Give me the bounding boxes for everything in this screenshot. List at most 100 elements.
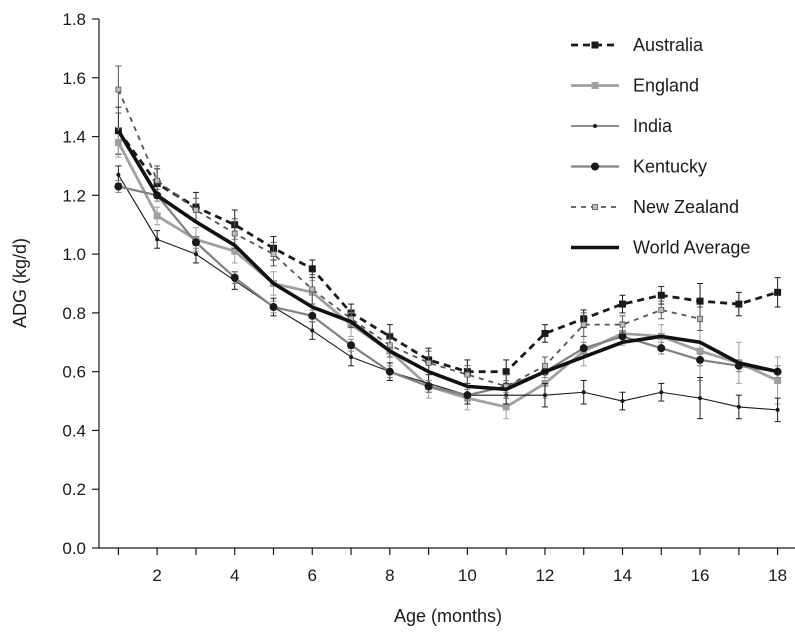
india-point bbox=[698, 396, 703, 401]
new-zealand-point bbox=[464, 371, 471, 378]
x-tick-label: 2 bbox=[152, 566, 161, 585]
australia-point bbox=[308, 265, 316, 273]
y-tick-label: 1.6 bbox=[62, 69, 86, 88]
legend-item-australia: Australia bbox=[571, 35, 704, 55]
axes bbox=[98, 19, 795, 549]
series-world-average bbox=[116, 129, 779, 392]
legend-label-india: India bbox=[633, 116, 673, 136]
england-point bbox=[696, 347, 704, 355]
x-tick-label: 18 bbox=[768, 566, 787, 585]
australia-point bbox=[774, 288, 782, 296]
kentucky-point bbox=[657, 344, 666, 353]
kentucky-point bbox=[230, 273, 239, 282]
new-zealand-point bbox=[154, 177, 161, 184]
kentucky-line bbox=[118, 185, 778, 397]
kentucky-point bbox=[424, 382, 433, 391]
australia-point bbox=[541, 329, 549, 337]
y-tick-label: 1.0 bbox=[62, 245, 86, 264]
legend-label-new-zealand: New Zealand bbox=[633, 197, 739, 217]
new-zealand-point bbox=[231, 230, 238, 237]
kentucky-point bbox=[269, 303, 278, 312]
england-point bbox=[774, 376, 782, 384]
legend-item-new-zealand: New Zealand bbox=[571, 197, 739, 217]
new-zealand-point bbox=[619, 321, 626, 328]
australia-point bbox=[657, 291, 665, 299]
kentucky-point bbox=[385, 367, 394, 376]
england-point bbox=[114, 138, 122, 146]
new-zealand-point bbox=[309, 286, 316, 293]
new-zealand-point bbox=[580, 321, 587, 328]
new-zealand-point bbox=[697, 315, 703, 322]
new-zealand-point bbox=[542, 362, 548, 369]
y-tick-label: 0.2 bbox=[62, 480, 86, 499]
legend-label-world-average: World Average bbox=[633, 238, 750, 258]
x-tick-label: 12 bbox=[535, 566, 554, 585]
australia-point bbox=[696, 297, 704, 305]
legend-marker-australia bbox=[591, 41, 599, 49]
y-tick-label: 1.2 bbox=[62, 186, 86, 205]
legend: Australia England India Kentucky New Zealand… bbox=[571, 35, 750, 258]
new-zealand-point bbox=[425, 359, 432, 366]
series-layer bbox=[114, 65, 782, 423]
x-axis-title: Age (months) bbox=[394, 606, 502, 626]
kentucky-point bbox=[696, 355, 705, 364]
india-point bbox=[310, 328, 315, 333]
legend-label-kentucky: Kentucky bbox=[633, 157, 707, 177]
y-tick-label: 0.6 bbox=[62, 363, 86, 382]
y-tick-label: 0.4 bbox=[62, 421, 86, 440]
india-point bbox=[775, 407, 780, 412]
y-tick-label: 0.0 bbox=[62, 539, 86, 558]
india-point bbox=[581, 390, 586, 395]
australia-point bbox=[502, 368, 510, 376]
y-tick-label: 0.8 bbox=[62, 304, 86, 323]
y-axis-ticks: 0.0 0.2 0.4 0.6 0.8 1.0 1.2 1.4 1.6 1.8 bbox=[62, 10, 99, 558]
legend-marker-new-zealand bbox=[592, 204, 598, 210]
australia-point bbox=[735, 300, 743, 308]
legend-item-kentucky: Kentucky bbox=[571, 157, 707, 177]
x-tick-label: 14 bbox=[613, 566, 632, 585]
world-average-line bbox=[116, 129, 779, 392]
x-tick-label: 10 bbox=[458, 566, 477, 585]
legend-item-world-average: World Average bbox=[571, 238, 750, 258]
legend-marker-kentucky bbox=[591, 162, 599, 171]
india-point bbox=[193, 252, 198, 257]
kentucky-point bbox=[347, 341, 356, 350]
y-axis-title: ADG (kg/d) bbox=[10, 238, 30, 328]
kentucky-point bbox=[191, 238, 200, 247]
england-point bbox=[231, 247, 239, 255]
y-tick-label: 1.4 bbox=[62, 128, 86, 147]
india-point bbox=[736, 404, 741, 409]
england-point bbox=[502, 403, 510, 411]
new-zealand-point bbox=[658, 307, 665, 313]
india-point bbox=[155, 237, 160, 242]
legend-marker-india bbox=[593, 124, 597, 128]
x-tick-label: 6 bbox=[308, 566, 317, 585]
legend-item-india: India bbox=[571, 116, 673, 136]
australia-point bbox=[619, 300, 626, 308]
legend-item-england: England bbox=[571, 76, 699, 96]
kentucky-point bbox=[579, 344, 588, 353]
india-point bbox=[620, 399, 625, 404]
new-zealand-point bbox=[270, 251, 277, 258]
india-point bbox=[116, 172, 121, 177]
x-tick-label: 16 bbox=[691, 566, 710, 585]
england-point bbox=[153, 212, 161, 220]
india-point bbox=[349, 354, 354, 359]
kentucky-point bbox=[114, 182, 123, 191]
australia-line bbox=[117, 129, 779, 374]
x-tick-label: 8 bbox=[385, 566, 394, 585]
series-new-zealand bbox=[115, 65, 704, 399]
kentucky-point bbox=[463, 391, 472, 400]
new-zealand-line bbox=[117, 89, 701, 388]
new-zealand-point bbox=[115, 86, 122, 93]
y-tick-label: 1.8 bbox=[62, 10, 86, 29]
x-tick-label: 4 bbox=[230, 566, 239, 585]
india-point bbox=[659, 390, 664, 395]
kentucky-point bbox=[618, 332, 627, 341]
x-axis-ticks: 2 4 6 8 10 12 14 16 18 bbox=[117, 548, 787, 585]
series-kentucky bbox=[114, 180, 782, 402]
india-line bbox=[117, 174, 778, 411]
new-zealand-point bbox=[386, 342, 393, 349]
legend-label-england: England bbox=[633, 76, 699, 96]
england-line bbox=[117, 141, 779, 409]
